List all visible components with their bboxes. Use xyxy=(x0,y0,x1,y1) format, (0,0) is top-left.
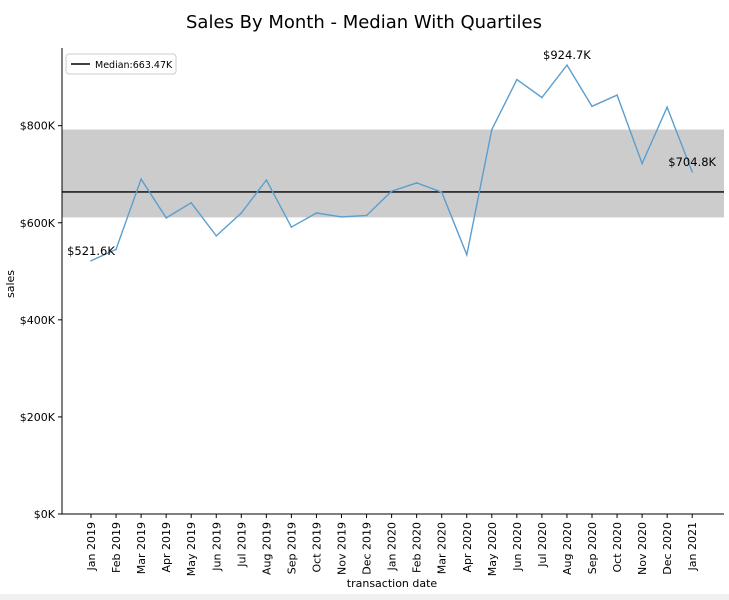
x-tick-label: Nov 2019 xyxy=(336,522,349,575)
x-tick-label: Nov 2020 xyxy=(636,522,649,575)
x-tick-label: Sep 2020 xyxy=(586,522,599,574)
x-tick-label: Feb 2019 xyxy=(110,522,123,573)
data-point xyxy=(165,217,167,219)
data-point xyxy=(265,179,268,181)
data-label: $521.6K xyxy=(67,244,115,258)
data-label: $924.7K xyxy=(543,48,591,62)
x-tick-label: Jun 2020 xyxy=(511,522,524,572)
data-point xyxy=(415,182,418,184)
x-tick-label: Apr 2020 xyxy=(461,522,474,573)
y-tick-label: $0K xyxy=(34,508,56,521)
x-tick-label: Jan 2020 xyxy=(386,522,399,571)
data-point xyxy=(541,96,543,99)
x-tick-label: May 2020 xyxy=(486,522,499,576)
x-tick-label: Jul 2019 xyxy=(235,522,248,568)
y-tick-label: $200K xyxy=(20,411,56,424)
data-point xyxy=(290,226,293,228)
data-point xyxy=(390,190,393,192)
data-point xyxy=(440,191,443,193)
data-point xyxy=(566,64,568,66)
data-point xyxy=(315,212,318,214)
data-point xyxy=(90,260,92,262)
data-point xyxy=(115,248,117,251)
x-tick-label: Dec 2020 xyxy=(661,522,674,575)
x-tick-label: Aug 2019 xyxy=(260,522,273,575)
data-point xyxy=(140,178,142,180)
data-point xyxy=(365,214,368,217)
data-point xyxy=(465,253,468,256)
x-tick-label: Jan 2019 xyxy=(85,522,98,571)
chart-title: Sales By Month - Median With Quartiles xyxy=(186,12,542,33)
x-tick-label: Oct 2019 xyxy=(310,522,323,573)
quartile-band xyxy=(62,129,724,218)
legend-label: Median:663.47K xyxy=(95,60,173,71)
x-tick-label: May 2019 xyxy=(185,522,198,576)
data-point xyxy=(691,171,693,173)
plot-area: $0K $200K $400K $600K $800K Jan 2019 Feb 2019 M… xyxy=(20,48,724,576)
x-tick-label: Jan 2021 xyxy=(686,522,699,571)
data-point xyxy=(666,106,668,109)
x-tick-label: Apr 2019 xyxy=(160,522,173,573)
x-tick-label: Jul 2020 xyxy=(536,522,549,568)
x-tick-label: Feb 2020 xyxy=(411,522,424,573)
x-tick-label: Oct 2020 xyxy=(611,522,624,573)
data-label: $704.8K xyxy=(668,155,716,169)
x-tick-label: Jun 2019 xyxy=(210,522,223,572)
x-tick-label: Dec 2019 xyxy=(361,522,374,575)
data-point xyxy=(491,128,493,131)
data-point xyxy=(641,162,643,165)
bottom-strip xyxy=(0,594,729,600)
y-tick-label: $800K xyxy=(20,120,56,133)
x-tick-label: Mar 2019 xyxy=(135,522,148,574)
data-point xyxy=(215,235,218,237)
x-tick-label: Aug 2020 xyxy=(561,522,574,575)
data-point xyxy=(340,216,343,218)
x-tick-label: Sep 2019 xyxy=(285,522,298,574)
y-tick-label: $600K xyxy=(20,217,56,230)
data-point xyxy=(190,202,192,204)
y-axis-label: sales xyxy=(4,270,17,298)
data-point xyxy=(616,94,618,96)
data-point xyxy=(240,212,243,214)
x-tick-label: Mar 2020 xyxy=(436,522,449,574)
y-tick-label: $400K xyxy=(20,314,56,327)
data-point xyxy=(591,105,593,108)
legend-box xyxy=(65,53,177,75)
data-point xyxy=(516,78,518,81)
x-axis-label: transaction date xyxy=(347,577,438,590)
